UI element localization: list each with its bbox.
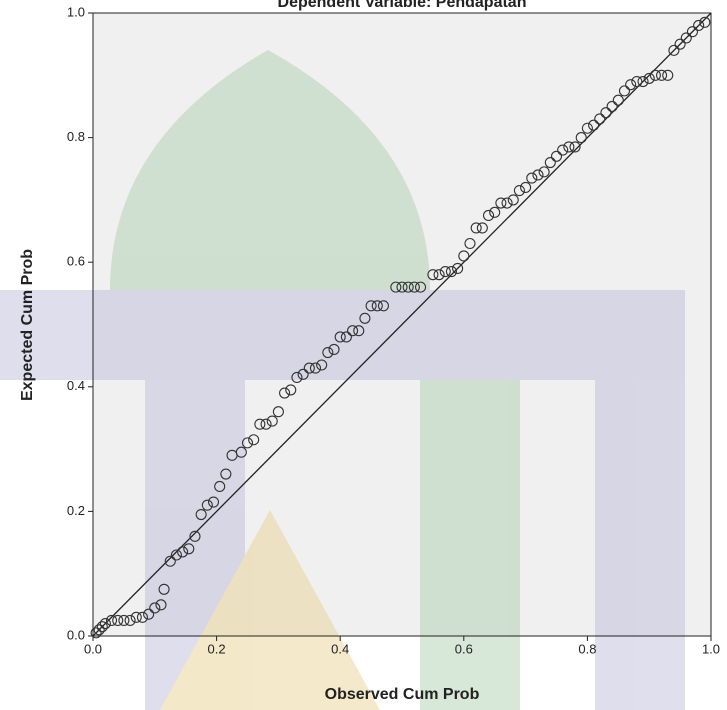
y-tick-label: 0.2	[67, 503, 85, 518]
chart: Dependent Variable: Pendapatan Observed …	[0, 0, 727, 710]
x-tick-label: 0.2	[208, 641, 226, 656]
x-tick-label: 1.0	[702, 641, 720, 656]
x-tick-label: 0.0	[84, 641, 102, 656]
x-axis-label: Observed Cum Prob	[325, 686, 480, 703]
y-tick-label: 0.8	[67, 129, 85, 144]
x-tick-label: 0.6	[455, 641, 473, 656]
x-tick-label: 0.8	[578, 641, 596, 656]
y-tick-label: 1.0	[67, 4, 85, 19]
y-tick-label: 0.0	[67, 627, 85, 642]
x-tick-label: 0.4	[331, 641, 349, 656]
y-tick-label: 0.6	[67, 254, 85, 269]
y-tick-label: 0.4	[67, 378, 85, 393]
y-axis-label: Expected Cum Prob	[19, 249, 36, 401]
chart-title: Dependent Variable: Pendapatan	[278, 0, 527, 11]
